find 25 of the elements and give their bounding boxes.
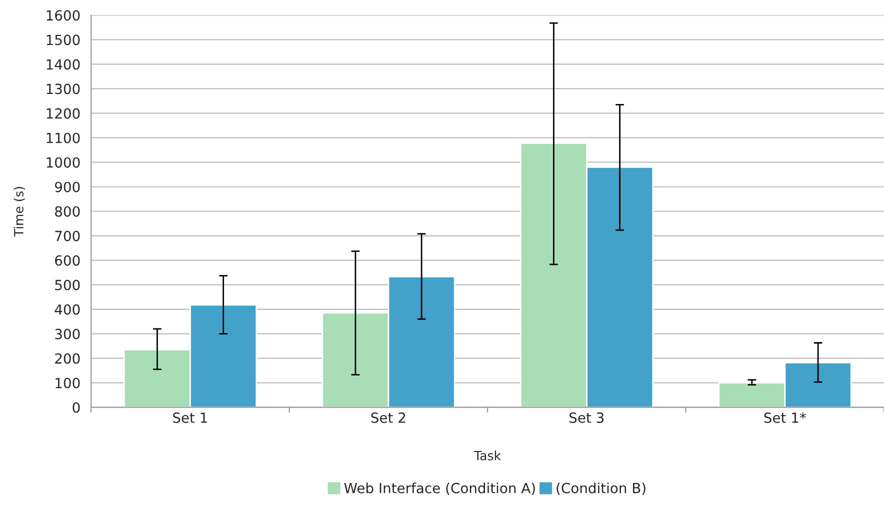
y-tick-label: 1400 bbox=[46, 59, 80, 70]
legend-label: Web Interface (Condition A) bbox=[344, 482, 535, 495]
y-tick-label: 400 bbox=[54, 304, 80, 315]
y-tick-label: 1300 bbox=[46, 84, 80, 94]
legend-label: (Condition B) bbox=[556, 482, 646, 495]
y-tick-label: 900 bbox=[55, 182, 80, 192]
y-tick-label: 800 bbox=[55, 206, 80, 217]
y-tick-label: 300 bbox=[55, 328, 80, 340]
y-tick-label: 0 bbox=[72, 402, 80, 413]
y-tick-label: 500 bbox=[55, 280, 80, 290]
y-tick-label: 1600 bbox=[46, 10, 80, 21]
x-tick-label: Set 2 bbox=[371, 412, 406, 423]
y-tick-label: 1200 bbox=[46, 108, 80, 119]
x-tick-label: Set 1 bbox=[173, 412, 207, 423]
y-tick-label: 1100 bbox=[46, 132, 80, 144]
y-axis-title: Time (s) bbox=[14, 186, 25, 237]
y-tick-label: 1500 bbox=[46, 34, 80, 46]
y-tick-label: 100 bbox=[56, 378, 80, 388]
y-tick-label: 1000 bbox=[46, 157, 80, 168]
x-tick-label: Set 1* bbox=[764, 412, 806, 423]
y-tick-label: 700 bbox=[55, 230, 80, 242]
y-tick-label: 200 bbox=[55, 353, 80, 364]
y-tick-label: 600 bbox=[55, 255, 80, 266]
x-axis-title: Task bbox=[474, 450, 501, 460]
x-tick-label: Set 3 bbox=[570, 412, 604, 423]
